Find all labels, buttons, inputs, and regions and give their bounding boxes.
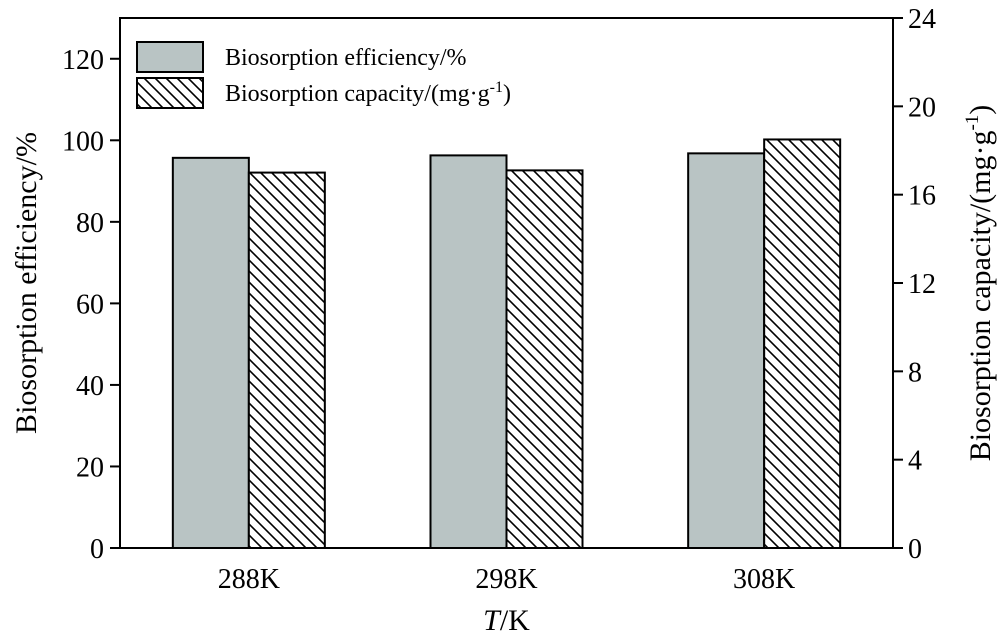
x-category-label: 308K	[733, 564, 795, 595]
x-category-label: 288K	[218, 564, 280, 595]
x-axis-title: T/K	[483, 604, 530, 637]
efficiency-bar-288K	[171, 156, 250, 549]
capacity-bar-288K	[247, 171, 326, 549]
right-tick-label: 20	[908, 92, 936, 123]
bars-layer	[171, 138, 842, 549]
legend-label: Biosorption capacity/(mg·g-1)	[225, 79, 511, 107]
right-y-axis-title: Biosorption capacity/(mg·g-1)	[962, 105, 997, 462]
right-tick-label: 0	[908, 534, 922, 565]
efficiency-bar-308K	[687, 152, 766, 549]
left-y-axis-title: Biosorption efficiency/%	[10, 132, 43, 434]
right-tick-label: 8	[908, 357, 922, 388]
legend-swatch	[136, 41, 204, 73]
left-tick-label: 40	[76, 371, 104, 402]
right-tick-label: 24	[908, 4, 936, 35]
legend: Biosorption efficiency/% Biosorption capa…	[136, 41, 511, 109]
left-tick-label: 0	[90, 534, 104, 565]
capacity-bar-308K	[763, 138, 842, 549]
x-category-label: 298K	[475, 564, 537, 595]
left-tick-label: 100	[62, 126, 104, 157]
capacity-bar-298K	[505, 169, 584, 549]
left-tick-label: 20	[76, 452, 104, 483]
right-tick-label: 12	[908, 269, 936, 300]
right-y-axis: 0 4 8 12 16 20 24	[893, 4, 936, 565]
legend-swatch	[136, 77, 204, 109]
left-tick-label: 120	[62, 45, 104, 76]
left-tick-label: 60	[76, 289, 104, 320]
x-axis: 288K 298K 308K	[218, 564, 796, 595]
right-tick-label: 4	[908, 446, 922, 477]
right-tick-label: 16	[908, 181, 936, 212]
legend-label: Biosorption efficiency/%	[225, 45, 467, 71]
left-tick-label: 80	[76, 208, 104, 239]
efficiency-bar-298K	[429, 154, 508, 549]
left-y-axis: 0 20 40 60 80 100 120	[62, 45, 120, 565]
